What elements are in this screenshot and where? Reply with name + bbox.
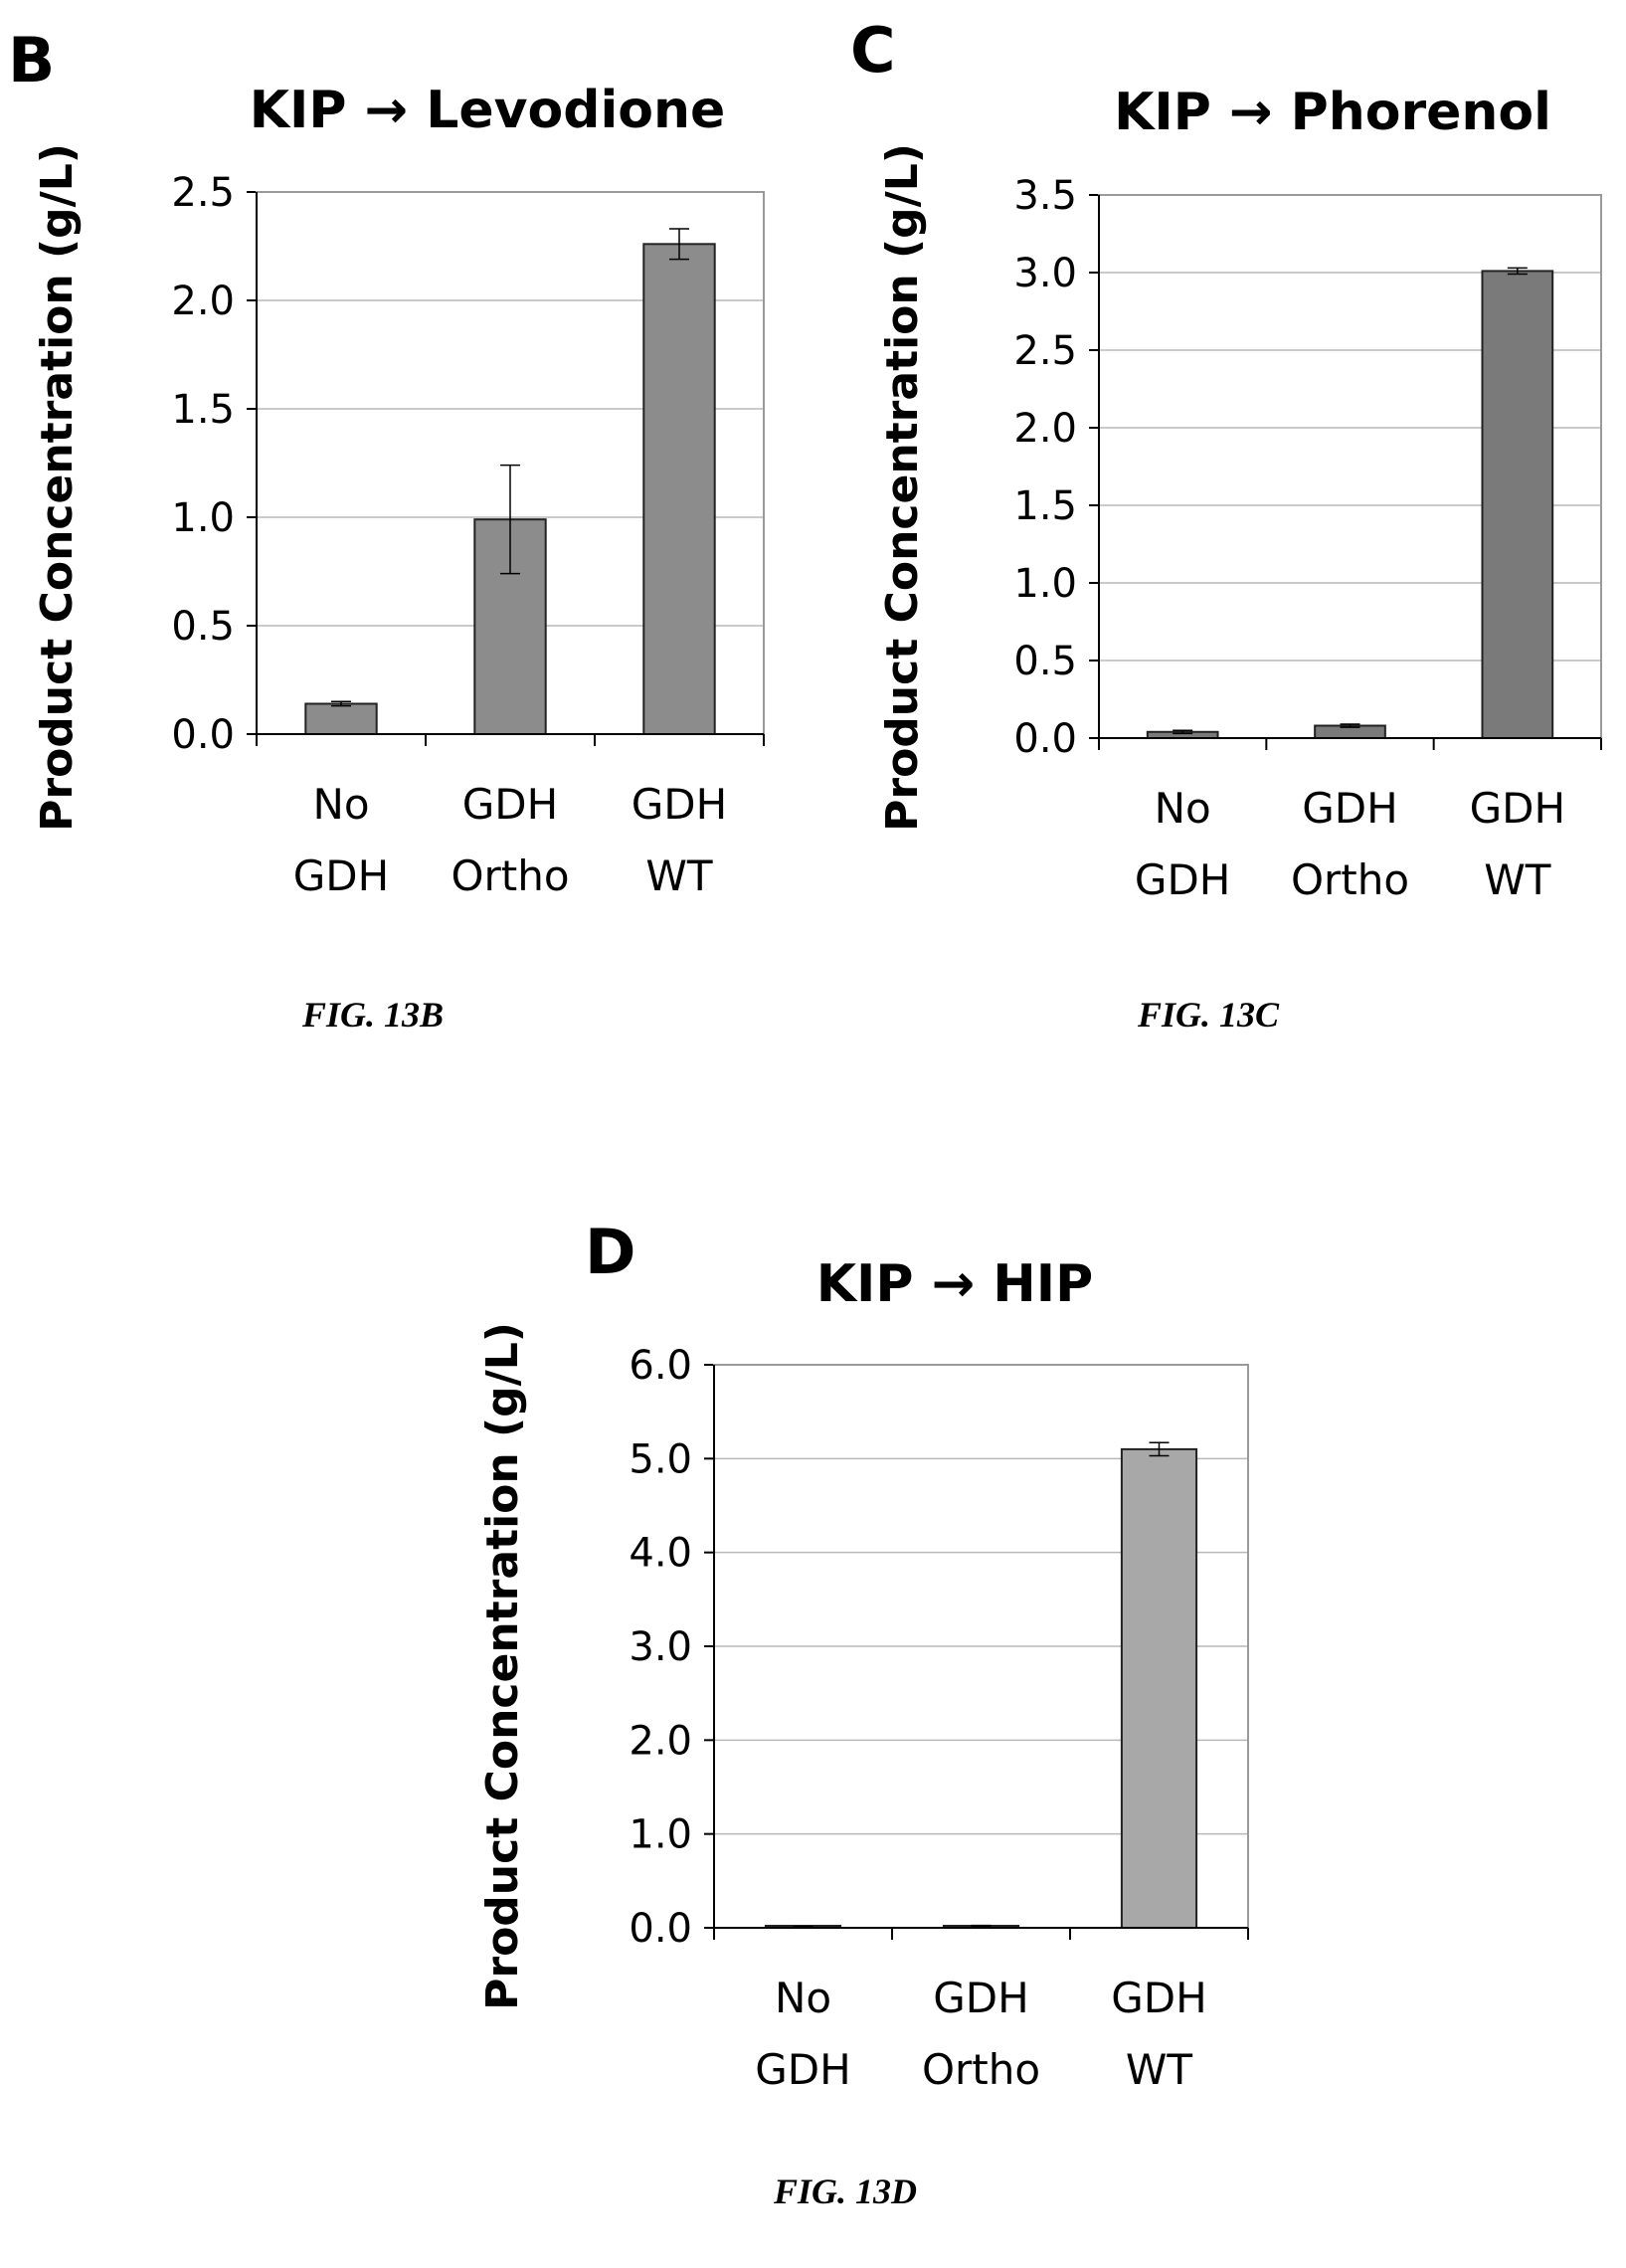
x-tick-label: GDH [1135, 855, 1230, 904]
error-bars [331, 228, 689, 707]
y-tick-label: 0.5 [1013, 639, 1077, 684]
bar [642, 243, 716, 735]
grid-lines [1099, 194, 1601, 662]
chart-title: KIP → Levodione [250, 81, 726, 140]
bar [304, 702, 378, 735]
x-tick-label: GDH [933, 1974, 1028, 2022]
x-ticks: No GDH GDH Ortho GDH WT [1098, 738, 1602, 904]
panel-letter: C [850, 14, 896, 87]
bars [764, 1447, 1198, 1930]
y-tick-label: 0.5 [171, 604, 235, 650]
error-bars [1173, 267, 1528, 735]
bar [473, 518, 547, 735]
y-tick-label: 3.5 [1013, 173, 1077, 219]
x-ticks: No GDH GDH Ortho GDH WT [713, 1928, 1249, 2094]
x-tick-label: GDH [632, 780, 727, 829]
y-tick-label: 0.0 [629, 1906, 692, 1952]
bar [1120, 1447, 1198, 1930]
error-bars [793, 1441, 1170, 1929]
y-tick-label: 2.0 [1013, 406, 1077, 452]
figure-caption: FIG. 13B [301, 995, 444, 1035]
y-ticks: 0.0 1.0 2.0 3.0 4.0 5.0 6.0 [629, 1343, 714, 1952]
bars [304, 243, 716, 735]
y-tick-label: 2.5 [171, 170, 235, 216]
y-tick-label: 4.0 [629, 1531, 692, 1577]
x-tick-label: GDH [1470, 784, 1565, 833]
chart-title: KIP → HIP [816, 1254, 1094, 1314]
x-tick-label: No [312, 780, 369, 829]
panel-letter: B [8, 24, 55, 96]
x-ticks: No GDH GDH Ortho GDH WT [256, 734, 765, 900]
axes [1098, 194, 1602, 739]
y-tick-label: 1.0 [171, 495, 235, 541]
x-tick-label: Ortho [922, 2045, 1040, 2094]
y-tick-label: 5.0 [629, 1436, 692, 1482]
y-tick-label: 3.0 [1013, 251, 1077, 296]
y-tick-label: 3.0 [629, 1624, 692, 1670]
plot-frame [256, 191, 765, 735]
x-tick-label: WT [1126, 2045, 1193, 2094]
x-tick-label: No [1155, 784, 1211, 833]
panel-letter: D [585, 1216, 635, 1288]
y-axis-label: Product Concentration (g/L) [877, 143, 928, 832]
y-tick-label: 0.0 [171, 712, 235, 758]
x-tick-label: Ortho [1291, 855, 1409, 904]
y-axis-label: Product Concentration (g/L) [32, 143, 83, 832]
y-tick-label: 1.0 [629, 1812, 692, 1858]
figure-caption: FIG. 13D [773, 2172, 917, 2211]
y-tick-label: 6.0 [629, 1343, 692, 1389]
y-axis-label: Product Concentration (g/L) [477, 1322, 528, 2010]
y-tick-label: 1.5 [171, 387, 235, 433]
x-tick-label: No [775, 1974, 831, 2022]
bar [764, 1925, 842, 1929]
y-tick-label: 1.5 [1013, 483, 1077, 529]
axes [713, 1364, 1249, 1929]
y-tick-label: 2.0 [629, 1718, 692, 1764]
x-tick-label: WT [1484, 855, 1551, 904]
bar [942, 1925, 1020, 1929]
bar [1146, 730, 1219, 740]
y-ticks: 0.0 0.5 1.0 1.5 2.0 2.5 [171, 170, 257, 758]
x-tick-label: WT [645, 851, 713, 900]
grid-lines [257, 191, 764, 627]
y-ticks: 0.0 0.5 1.0 1.5 2.0 2.5 3.0 3.5 [1013, 173, 1099, 762]
x-tick-label: GDH [755, 2045, 850, 2094]
y-tick-label: 2.5 [1013, 328, 1077, 374]
y-tick-label: 0.0 [1013, 716, 1077, 762]
grid-lines [714, 1364, 1248, 1835]
x-tick-label: Ortho [451, 851, 569, 900]
plot-frame [713, 1364, 1249, 1929]
x-tick-label: GDH [1111, 1974, 1206, 2022]
bar [1481, 270, 1554, 739]
x-tick-label: GDH [1302, 784, 1397, 833]
x-tick-label: GDH [293, 851, 389, 900]
axes [256, 191, 765, 735]
chart-title: KIP → Phorenol [1114, 83, 1551, 142]
figure-caption: FIG. 13C [1137, 995, 1280, 1035]
bars [1146, 270, 1554, 740]
plot-frame [1098, 194, 1602, 739]
y-tick-label: 2.0 [171, 279, 235, 324]
bar [1314, 724, 1386, 740]
x-tick-label: GDH [462, 780, 558, 829]
y-tick-label: 1.0 [1013, 561, 1077, 607]
